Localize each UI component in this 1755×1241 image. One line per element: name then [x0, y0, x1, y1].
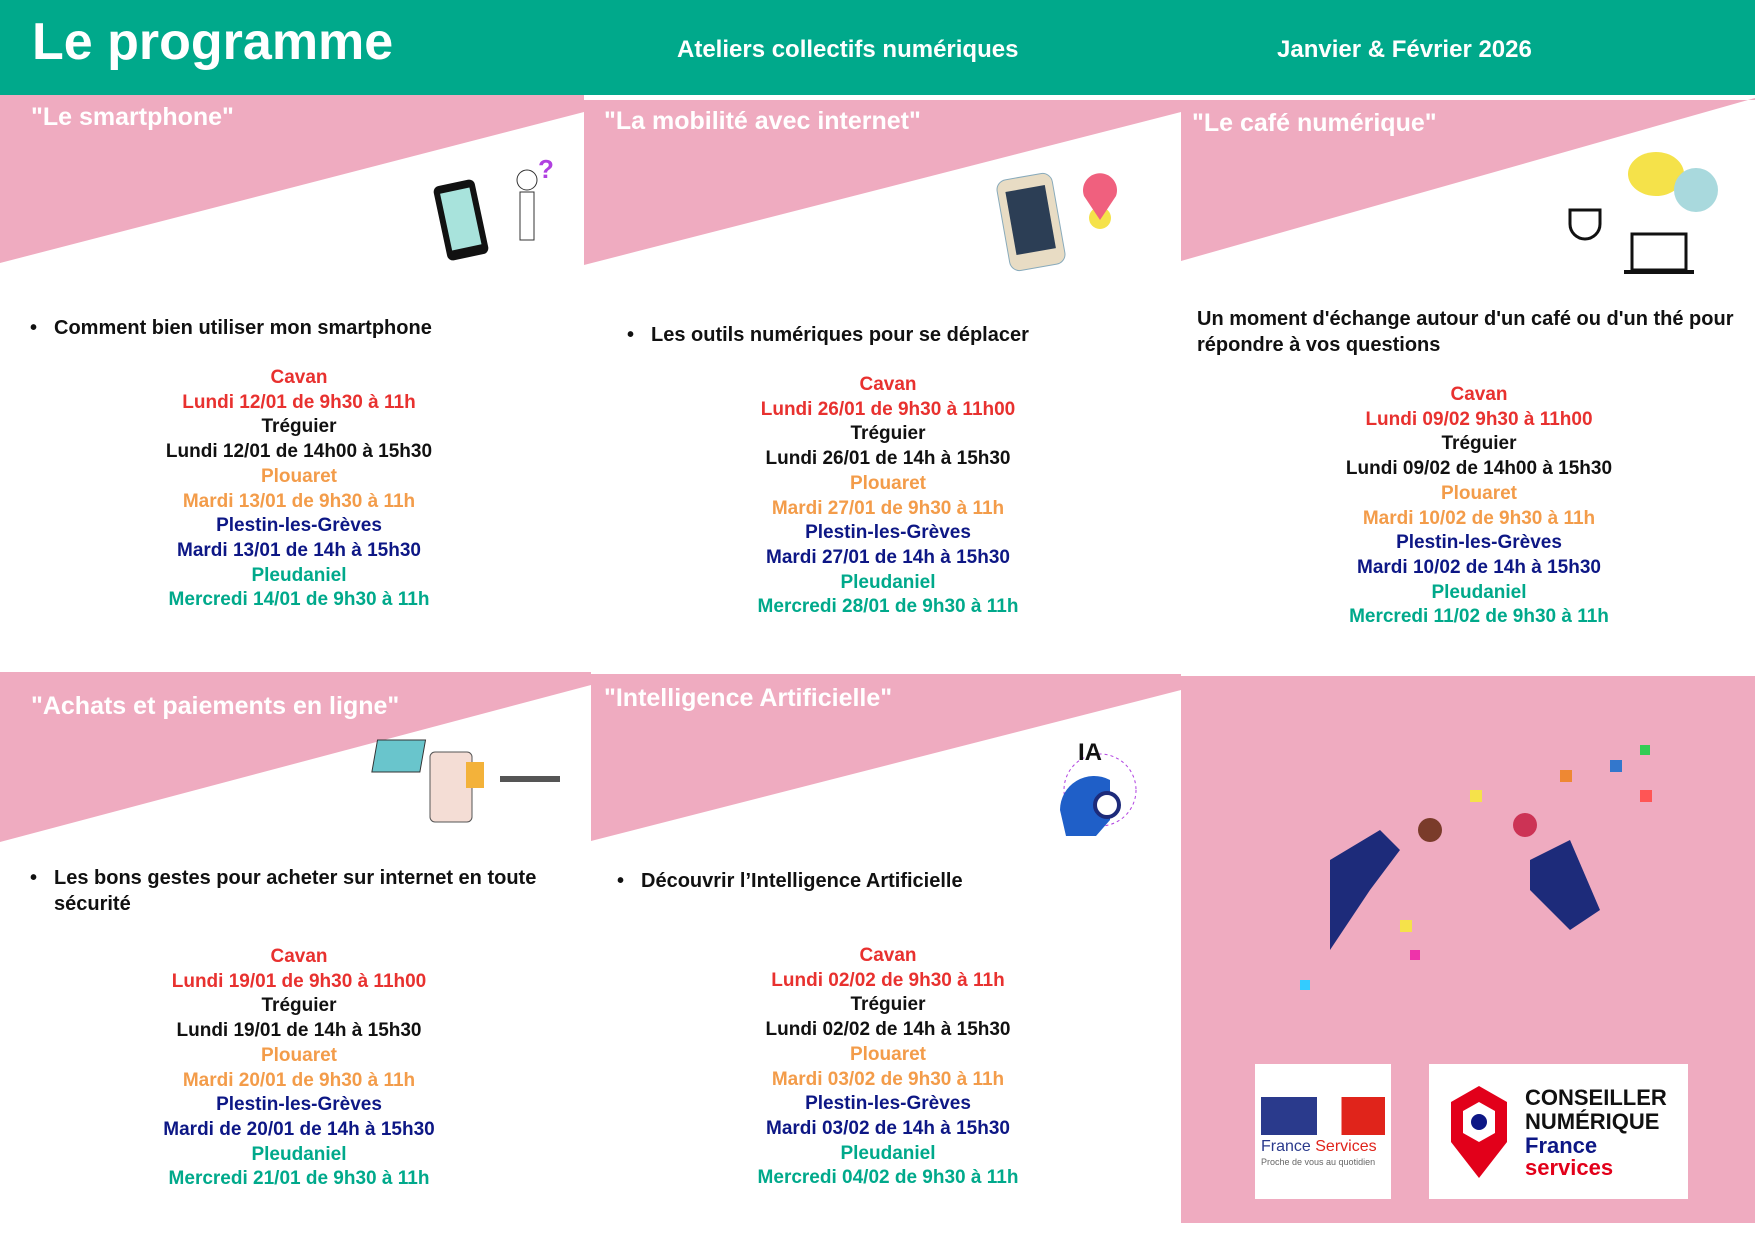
schedule-time: Mercredi 21/01 de 9h30 à 11h	[168, 1168, 430, 1190]
fs-tagline: Proche de vous au quotidien	[1261, 1157, 1376, 1167]
schedule-time: Mardi 03/02 de 9h30 à 11h	[771, 1068, 1005, 1090]
header-period: Janvier & Février 2026	[1277, 36, 1532, 63]
marianne-flag-icon	[1261, 1097, 1385, 1135]
schedule-cafe: Cavan Lundi 09/02 9h30 à 11h00 Tréguier Lun…	[1219, 383, 1739, 630]
schedule-location: Pleudaniel	[840, 1142, 936, 1164]
panel-title-mobilite: "La mobilité avec internet"	[604, 107, 921, 135]
svg-text:?: ?	[538, 154, 554, 184]
schedule-time: Lundi 12/01 de 9h30 à 11h	[182, 391, 416, 413]
schedule-location: Tréguier	[850, 423, 926, 445]
schedule-time: Mercredi 11/02 de 9h30 à 11h	[1349, 606, 1609, 628]
schedule-time: Lundi 26/01 de 9h30 à 11h00	[760, 398, 1016, 420]
pink-band-4	[0, 672, 591, 842]
smartphone-icon: ?	[433, 154, 554, 261]
panel-title-cafe: "Le café numérique"	[1192, 109, 1437, 137]
schedule-location: Tréguier	[261, 995, 337, 1017]
ai-label: IA	[1078, 739, 1102, 766]
schedule-location: Plestin-les-Grèves	[216, 515, 382, 537]
schedule-time: Lundi 02/02 de 14h à 15h30	[765, 1019, 1011, 1041]
panel-title-ia: "Intelligence Artificielle"	[604, 684, 893, 712]
schedule-time: Lundi 09/02 9h30 à 11h00	[1365, 408, 1593, 430]
france-services-logo: France Services Proche de vous au quotid…	[1255, 1064, 1391, 1199]
schedule-location: Plestin-les-Grèves	[1396, 532, 1562, 554]
schedule-location: Plestin-les-Grèves	[216, 1094, 382, 1116]
panel-bullet-mobilite: Les outils numériques pour se déplacer	[627, 322, 1171, 348]
schedule-time: Mardi 10/02 de 9h30 à 11h	[1362, 507, 1596, 529]
schedule-ia: Cavan Lundi 02/02 de 9h30 à 11h Tréguier Lu…	[628, 944, 1148, 1191]
header-subtitle: Ateliers collectifs numériques	[677, 36, 1019, 63]
schedule-location: Cavan	[1450, 384, 1508, 405]
schedule-time: Mercredi 28/01 de 9h30 à 11h	[757, 596, 1019, 618]
schedule-location: Plestin-les-Grèves	[805, 522, 971, 544]
schedule-time: Mardi 03/02 de 14h à 15h30	[766, 1117, 1010, 1139]
cn-line4: services	[1525, 1155, 1614, 1180]
coffee-chat-icon	[1568, 152, 1718, 274]
schedule-time: Mardi 27/01 de 9h30 à 11h	[771, 497, 1005, 519]
schedule-time: Mercredi 04/02 de 9h30 à 11h	[757, 1167, 1019, 1189]
schedule-location: Pleudaniel	[251, 564, 347, 586]
schedule-time: Mardi de 20/01 de 14h à 15h30	[163, 1118, 435, 1140]
fs-name: France	[1261, 1138, 1311, 1155]
map-pin-icon	[996, 172, 1117, 272]
schedule-location: Pleudaniel	[1431, 581, 1527, 603]
ai-head-icon: IA	[1060, 739, 1137, 836]
schedule-time: Mardi 13/01 de 9h30 à 11h	[182, 490, 416, 512]
schedule-time: Mercredi 14/01 de 9h30 à 11h	[168, 589, 430, 611]
pink-band-2	[584, 100, 1181, 265]
location-pin-logo-icon	[1451, 1086, 1507, 1178]
schedule-mobilite: Cavan Lundi 26/01 de 9h30 à 11h00 Tréguier…	[628, 373, 1148, 620]
schedule-time: Lundi 26/01 de 14h à 15h30	[765, 448, 1011, 470]
fs-name2: Services	[1315, 1138, 1377, 1155]
schedule-time: Mardi 13/01 de 14h à 15h30	[177, 539, 421, 561]
schedule-location: Plouaret	[849, 472, 927, 494]
schedule-location: Plouaret	[260, 1044, 338, 1066]
schedule-location: Cavan	[859, 945, 917, 966]
schedule-time: Lundi 09/02 de 14h00 à 15h30	[1345, 458, 1613, 480]
page-title: Le programme	[32, 13, 394, 71]
schedule-location: Pleudaniel	[251, 1143, 347, 1165]
schedule-location: Plouaret	[260, 465, 338, 487]
conseiller-numerique-logo: CONSEILLER NUMÉRIQUE France services	[1429, 1064, 1688, 1199]
header-bar: Le programme Ateliers collectifs numériq…	[0, 0, 1755, 95]
schedule-smartphone: Cavan Lundi 12/01 de 9h30 à 11h Tréguier Lu…	[39, 366, 559, 613]
cn-line3: France	[1525, 1133, 1598, 1158]
pink-band-5	[591, 674, 1181, 841]
schedule-time: Mardi 10/02 de 14h à 15h30	[1357, 556, 1601, 578]
schedule-location: Plestin-les-Grèves	[805, 1093, 971, 1115]
people-floating-illustration	[1300, 745, 1652, 990]
schedule-time: Lundi 12/01 de 14h00 à 15h30	[165, 441, 433, 463]
panel-bullet-smartphone: Comment bien utiliser mon smartphone	[30, 315, 574, 341]
panel-bullet-achats: Les bons gestes pour acheter sur interne…	[30, 865, 584, 917]
schedule-location: Plouaret	[1440, 482, 1518, 504]
schedule-location: Tréguier	[261, 416, 337, 438]
panel-description-cafe: Un moment d'échange autour d'un café ou …	[1197, 308, 1734, 356]
cn-line1: CONSEILLER	[1525, 1085, 1667, 1110]
panel-bullet-ia: Découvrir l’Intelligence Artificielle	[617, 868, 1161, 894]
schedule-location: Plouaret	[849, 1043, 927, 1065]
schedule-achats: Cavan Lundi 19/01 de 9h30 à 11h00 Tréguier…	[39, 945, 559, 1192]
schedule-location: Cavan	[859, 374, 917, 395]
schedule-time: Lundi 19/01 de 9h30 à 11h00	[171, 970, 427, 992]
schedule-location: Cavan	[270, 367, 328, 388]
panel-title-achats: "Achats et paiements en ligne"	[31, 692, 400, 720]
schedule-location: Pleudaniel	[840, 571, 936, 593]
schedule-time: Mardi 27/01 de 14h à 15h30	[766, 546, 1010, 568]
shopping-icon	[371, 739, 560, 823]
schedule-location: Tréguier	[850, 994, 926, 1016]
pink-band-1	[0, 95, 584, 263]
panel-title-smartphone: "Le smartphone"	[31, 103, 234, 131]
schedule-location: Cavan	[270, 946, 328, 967]
pink-band-3	[1181, 98, 1755, 261]
schedule-time: Mardi 20/01 de 9h30 à 11h	[182, 1069, 416, 1091]
schedule-time: Lundi 02/02 de 9h30 à 11h	[771, 969, 1005, 991]
cn-line2: NUMÉRIQUE	[1525, 1109, 1660, 1134]
schedule-time: Lundi 19/01 de 14h à 15h30	[176, 1020, 422, 1042]
schedule-location: Tréguier	[1441, 433, 1517, 455]
